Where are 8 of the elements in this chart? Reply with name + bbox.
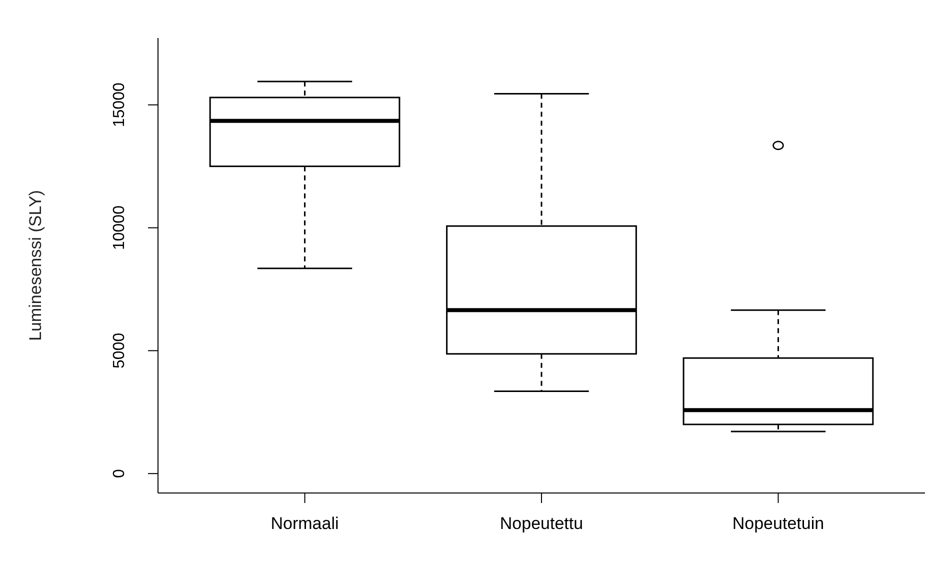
y-tick-label: 10000: [111, 205, 128, 250]
y-tick-label: 0: [111, 469, 128, 478]
y-tick-label: 15000: [111, 82, 128, 128]
y-axis-title: Luminesenssi (SLY): [26, 190, 46, 341]
x-tick-label: Normaali: [270, 514, 339, 534]
x-tick-label: Nopeutetuin: [732, 514, 824, 534]
y-tick-label: 5000: [111, 332, 128, 368]
x-tick-label: Nopeutettu: [500, 514, 584, 534]
